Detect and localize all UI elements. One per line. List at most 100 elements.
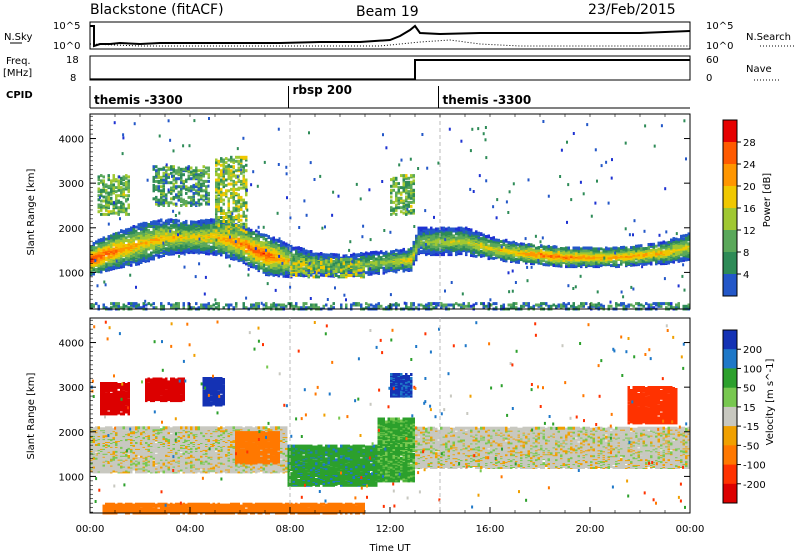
power-cell (555, 253, 558, 256)
power-cell (430, 230, 433, 233)
power-cell (105, 256, 108, 259)
power-cell (115, 235, 118, 238)
power-cell (175, 172, 178, 175)
power-cell (493, 236, 496, 239)
power-cell (498, 247, 501, 250)
power-cell (210, 233, 213, 236)
power-cell (385, 251, 388, 254)
power-cell (465, 251, 468, 254)
power-cell (123, 193, 126, 196)
power-cell (508, 241, 511, 244)
power-cell (245, 250, 248, 253)
power-cell (155, 196, 158, 199)
power-cell (143, 247, 146, 250)
power-cell (573, 264, 576, 267)
power-cell (573, 247, 576, 250)
power-cell (610, 264, 613, 267)
power-cell (540, 249, 543, 252)
power-cell (125, 236, 128, 239)
power-cell (113, 183, 116, 186)
power-cell (650, 243, 653, 246)
power-cell (413, 241, 416, 244)
power-cell (133, 225, 136, 228)
power-cell (478, 232, 481, 235)
power-cell (475, 244, 478, 247)
power-cell (535, 247, 538, 250)
power-cell (395, 249, 398, 252)
power-cell (578, 247, 581, 250)
power-cell (495, 239, 498, 242)
power-cell (118, 263, 121, 266)
power-cell (673, 237, 676, 240)
power-cell (168, 219, 171, 222)
power-cell (260, 233, 263, 236)
power-cell (670, 239, 673, 242)
power-cell (98, 239, 101, 242)
power-cell (510, 251, 513, 254)
power-cell (678, 251, 681, 254)
power-cell (673, 261, 676, 264)
power-cell (675, 238, 678, 241)
power-cell (515, 258, 518, 261)
power-cell (113, 186, 116, 189)
power-cell (108, 198, 111, 201)
power-cell (100, 204, 103, 207)
power-cell (208, 252, 211, 255)
power-cell (533, 249, 536, 252)
power-cell (128, 182, 131, 185)
power-cell (190, 220, 193, 223)
power-cell (110, 200, 113, 203)
power-cell (103, 213, 106, 216)
power-cell (600, 251, 603, 254)
power-cell (163, 201, 166, 204)
power-cell (135, 233, 138, 236)
power-cell (648, 243, 651, 246)
power-cell (580, 247, 583, 250)
power-cell (125, 208, 128, 211)
power-cell (650, 249, 653, 252)
freq-left-bottom-tick: 8 (70, 73, 76, 84)
power-cell (168, 201, 171, 204)
power-cell (153, 187, 156, 190)
power-cell (273, 248, 276, 251)
power-cell (308, 250, 311, 253)
power-cell (158, 222, 161, 225)
power-cell (138, 223, 141, 226)
power-cell (125, 228, 128, 231)
power-cell (280, 250, 283, 253)
power-cell (168, 173, 171, 176)
power-cell (135, 254, 138, 257)
power-cell (155, 220, 158, 223)
power-cell (118, 189, 121, 192)
power-cell (123, 188, 126, 191)
power-cell (165, 230, 168, 233)
power-cell (428, 245, 431, 248)
power-cell (133, 228, 136, 231)
power-cell (258, 231, 261, 234)
power-cell (473, 242, 476, 245)
power-cell (368, 271, 371, 274)
power-cell (170, 187, 173, 190)
power-cell (178, 195, 181, 198)
power-cell (273, 237, 276, 240)
power-cell (480, 250, 483, 253)
power-cell (193, 221, 196, 224)
power-cell (370, 251, 373, 254)
power-cell (260, 244, 263, 247)
power-cell (108, 196, 111, 199)
power-cell (133, 239, 136, 242)
power-cell (653, 243, 656, 246)
freq-left-label-1: Freq. (6, 56, 31, 67)
power-cell (390, 255, 393, 258)
power-cell (148, 253, 151, 256)
power-cell (160, 176, 163, 179)
power-cell (100, 252, 103, 255)
power-cell (293, 247, 296, 250)
power-cell (368, 252, 371, 255)
power-cell (118, 252, 121, 255)
power-cell (655, 249, 658, 252)
power-cell (455, 236, 458, 239)
power-cell (263, 241, 266, 244)
power-cell (218, 247, 221, 250)
power-cell (100, 209, 103, 212)
